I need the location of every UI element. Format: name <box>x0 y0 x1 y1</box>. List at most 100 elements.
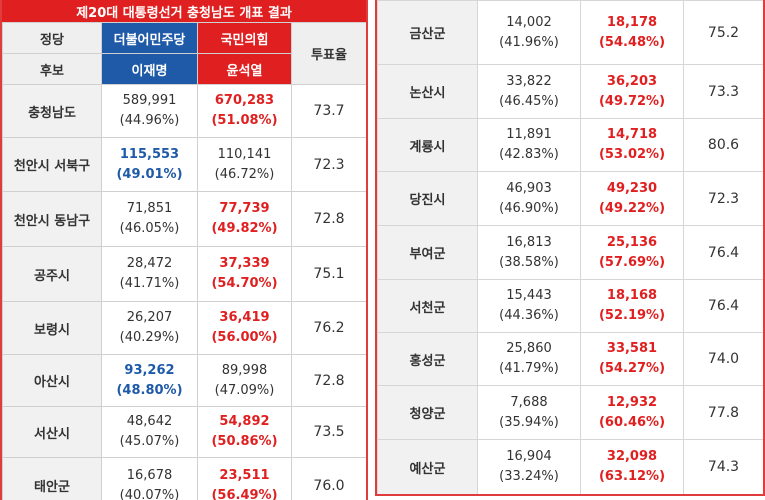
ppp-result-cell: 37,339 (54.70%) <box>197 246 292 302</box>
dem-percent: (35.94%) <box>499 414 559 430</box>
ppp-result-cell: 33,581 (54.27%) <box>580 332 684 386</box>
ppp-percent: (54.48%) <box>598 34 666 50</box>
ppp-percent: (46.72%) <box>214 166 275 182</box>
ppp-percent: (53.02%) <box>598 147 666 162</box>
ppp-percent: (54.70%) <box>211 276 278 291</box>
dem-percent: (45.07%) <box>119 434 180 449</box>
region-name: 천안시 동남구 <box>2 191 102 247</box>
ppp-percent: (47.09%) <box>214 382 275 398</box>
ppp-votes: 32,098 <box>606 449 658 464</box>
ppp-result-cell: 25,136 (57.69%) <box>580 225 684 280</box>
ppp-votes: 36,419 <box>219 310 270 325</box>
ppp-votes: 14,718 <box>606 127 658 142</box>
ppp-percent: (51.08%) <box>211 113 278 128</box>
dem-votes: 71,851 <box>126 201 173 216</box>
dem-votes: 11,891 <box>506 127 552 142</box>
turnout-value: 75.1 <box>291 246 366 302</box>
table-row: 보령시 26,207 (40.29%) 36,419 (56.00%) 76.2 <box>2 301 366 355</box>
table-row: 태안군 16,678 (40.07%) 23,511 (56.49%) 76.0 <box>2 457 366 500</box>
dem-votes: 16,904 <box>506 449 552 464</box>
candidate-header: 후보 <box>2 53 102 85</box>
ppp-votes: 36,203 <box>606 73 658 89</box>
dem-percent: (41.79%) <box>499 361 559 376</box>
dem-result-cell: 16,813 (38.58%) <box>477 225 581 280</box>
dem-percent: (46.45%) <box>499 93 559 109</box>
table-row: 금산군 14,002 (41.96%) 18,178 (54.48%) 75.2 <box>377 0 763 65</box>
ppp-result-cell: 89,998 (47.09%) <box>197 354 292 407</box>
region-name: 서산시 <box>2 406 102 458</box>
dem-percent: (41.96%) <box>499 34 559 50</box>
dem-votes: 25,860 <box>506 341 552 356</box>
ppp-percent: (49.72%) <box>598 93 666 109</box>
dem-result-cell: 25,860 (41.79%) <box>477 332 581 386</box>
right-table-body: 금산군 14,002 (41.96%) 18,178 (54.48%) 75.2 논산시 33… <box>377 0 763 494</box>
party-header: 정당 <box>2 22 102 54</box>
dem-percent: (49.01%) <box>116 166 183 182</box>
ppp-votes: 23,511 <box>219 467 270 483</box>
dem-votes: 7,688 <box>510 394 548 410</box>
dem-result-cell: 48,642 (45.07%) <box>101 406 198 458</box>
ppp-percent: (56.00%) <box>211 330 278 345</box>
table-title: 제20대 대통령선거 충청남도 개표 결과 <box>2 0 366 22</box>
table-row: 계룡시 11,891 (42.83%) 14,718 (53.02%) 80.6 <box>377 118 763 172</box>
region-name: 청양군 <box>377 385 478 440</box>
dem-votes: 14,002 <box>506 14 552 30</box>
dem-votes: 16,813 <box>506 234 552 250</box>
turnout-value: 73.5 <box>291 406 366 458</box>
ppp-votes: 18,178 <box>606 14 658 30</box>
ppp-result-cell: 23,511 (56.49%) <box>197 457 292 500</box>
ppp-votes: 37,339 <box>219 256 270 271</box>
table-row: 청양군 7,688 (35.94%) 12,932 (60.46%) 77.8 <box>377 385 763 440</box>
turnout-value: 73.7 <box>291 84 366 138</box>
left-table-body: 충청남도 589,991 (44.96%) 670,283 (51.08%) 73.7 천안… <box>2 84 366 500</box>
dem-percent: (44.96%) <box>119 113 180 128</box>
table-row: 천안시 동남구 71,851 (46.05%) 77,739 (49.82%) 72.8 <box>2 191 366 247</box>
dem-percent: (46.05%) <box>119 221 180 236</box>
turnout-value: 76.2 <box>291 301 366 355</box>
turnout-value: 72.3 <box>291 137 366 192</box>
dem-percent: (38.58%) <box>499 254 559 270</box>
table-row: 아산시 93,262 (48.80%) 89,998 (47.09%) 72.8 <box>2 354 366 407</box>
dem-party-header: 더불어민주당 <box>101 22 198 54</box>
table-row: 논산시 33,822 (46.45%) 36,203 (49.72%) 73.3 <box>377 64 763 119</box>
table-row: 부여군 16,813 (38.58%) 25,136 (57.69%) 76.4 <box>377 225 763 280</box>
turnout-value: 75.2 <box>683 0 763 65</box>
table-row: 천안시 서북구 115,553 (49.01%) 110,141 (46.72%) 72.… <box>2 137 366 192</box>
turnout-value: 72.3 <box>683 171 763 226</box>
table-row: 예산군 16,904 (33.24%) 32,098 (63.12%) 74.3 <box>377 439 763 494</box>
dem-percent: (40.29%) <box>119 330 180 345</box>
ppp-result-cell: 36,203 (49.72%) <box>580 64 684 119</box>
dem-votes: 93,262 <box>124 362 175 378</box>
table-row: 서천군 15,443 (44.36%) 18,168 (52.19%) 76.4 <box>377 279 763 333</box>
ppp-result-cell: 32,098 (63.12%) <box>580 439 684 494</box>
dem-votes: 115,553 <box>119 146 180 162</box>
region-name: 예산군 <box>377 439 478 494</box>
ppp-result-cell: 18,178 (54.48%) <box>580 0 684 65</box>
dem-percent: (42.83%) <box>499 147 559 162</box>
ppp-percent: (49.22%) <box>598 200 666 216</box>
ppp-votes: 49,230 <box>606 180 658 196</box>
region-name: 홍성군 <box>377 332 478 386</box>
dem-percent: (40.07%) <box>119 487 180 500</box>
ppp-result-cell: 14,718 (53.02%) <box>580 118 684 172</box>
table-row: 공주시 28,472 (41.71%) 37,339 (54.70%) 75.1 <box>2 246 366 302</box>
dem-result-cell: 16,904 (33.24%) <box>477 439 581 494</box>
turnout-value: 80.6 <box>683 118 763 172</box>
dem-percent: (46.90%) <box>499 200 559 216</box>
table-row: 서산시 48,642 (45.07%) 54,892 (50.86%) 73.5 <box>2 406 366 458</box>
ppp-votes: 33,581 <box>606 341 658 356</box>
dem-votes: 33,822 <box>506 73 552 89</box>
ppp-votes: 77,739 <box>219 201 270 216</box>
dem-result-cell: 11,891 (42.83%) <box>477 118 581 172</box>
ppp-candidate-header: 윤석열 <box>197 53 292 85</box>
ppp-votes: 89,998 <box>221 362 268 378</box>
left-results-panel: 제20대 대통령선거 충청남도 개표 결과 정당 더불어민주당 국민의힘 투표율… <box>0 0 368 500</box>
ppp-result-cell: 110,141 (46.72%) <box>197 137 292 192</box>
dem-result-cell: 14,002 (41.96%) <box>477 0 581 65</box>
table-row: 홍성군 25,860 (41.79%) 33,581 (54.27%) 74.0 <box>377 332 763 386</box>
turnout-value: 74.3 <box>683 439 763 494</box>
ppp-result-cell: 54,892 (50.86%) <box>197 406 292 458</box>
ppp-party-header: 국민의힘 <box>197 22 292 54</box>
ppp-result-cell: 12,932 (60.46%) <box>580 385 684 440</box>
dem-votes: 26,207 <box>126 310 173 325</box>
